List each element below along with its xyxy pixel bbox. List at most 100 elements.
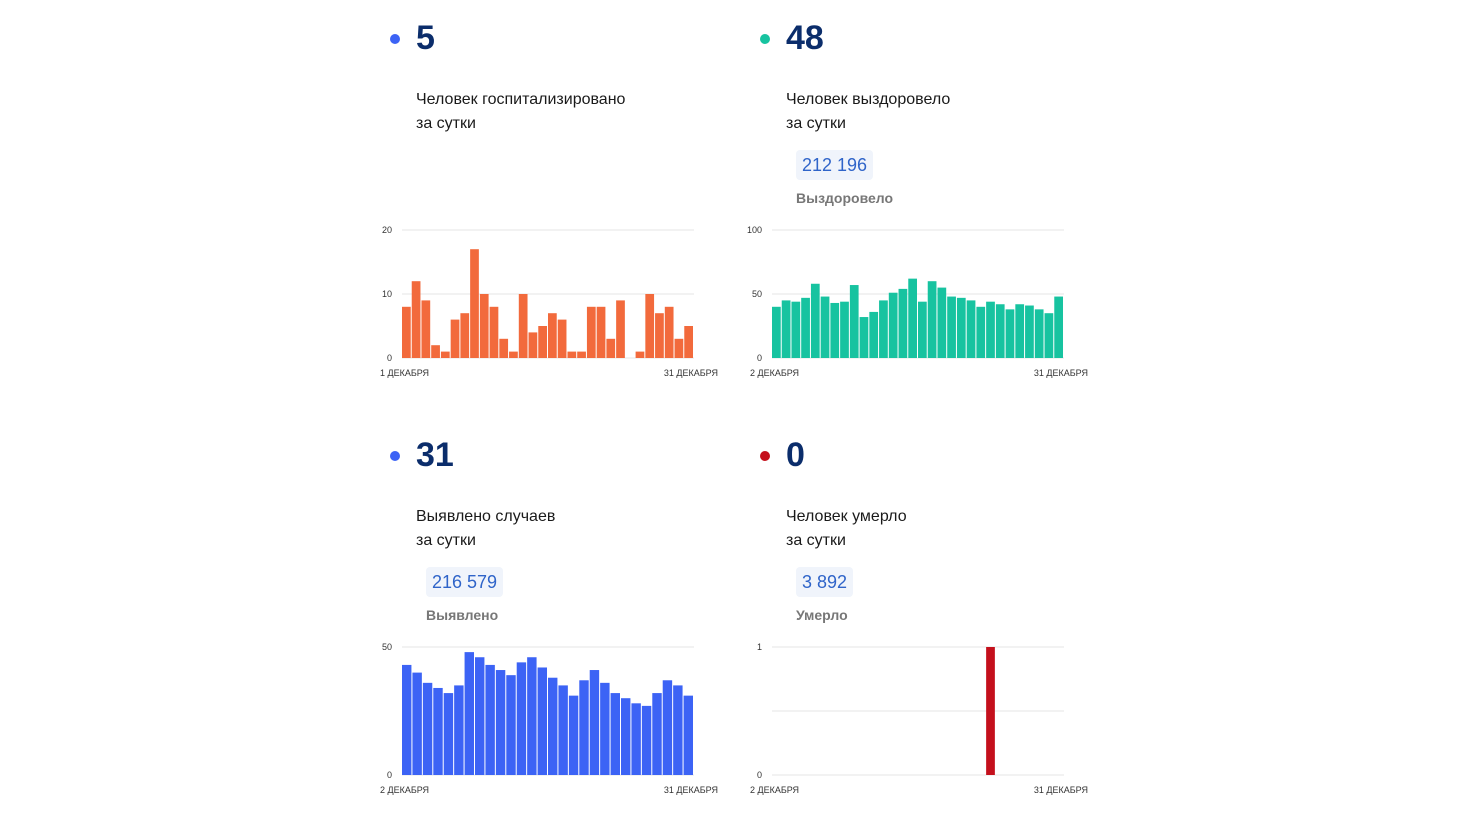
bar — [621, 698, 631, 775]
hospitalized-label-line2: за сутки — [416, 115, 476, 132]
bar — [684, 326, 693, 358]
bar — [421, 300, 431, 358]
detected-total: 216 579 — [426, 567, 504, 597]
bar — [589, 670, 600, 775]
bar — [527, 657, 537, 775]
bar — [908, 278, 917, 358]
bar — [596, 306, 606, 358]
hospitalized-chart: 0 10 20 1 ДЕКАБРЯ 31 ДЕКАБРЯ — [380, 225, 718, 378]
x-end-label: 31 ДЕКАБРЯ — [664, 368, 718, 378]
bar — [810, 283, 820, 358]
bar — [927, 281, 937, 358]
bar — [548, 313, 557, 358]
bar — [898, 288, 908, 358]
bar — [1044, 313, 1054, 358]
bar — [600, 682, 610, 775]
bar — [631, 703, 641, 775]
bar — [567, 351, 577, 358]
bar — [454, 685, 464, 775]
bar — [641, 705, 652, 775]
bar — [645, 294, 655, 358]
x-end-label: 31 ДЕКАБРЯ — [1034, 368, 1088, 378]
panel-died: 0 Человек умерло за сутки 3 892 Умерло 0… — [750, 435, 1095, 835]
bar — [1034, 309, 1044, 358]
bar — [606, 338, 616, 358]
y-tick-label: 0 — [757, 353, 762, 363]
bar — [772, 306, 781, 358]
recovered-label: Человек выздоровело за сутки — [786, 88, 1086, 136]
bar — [475, 657, 485, 775]
hospitalized-value: 5 — [416, 19, 435, 57]
bar — [791, 301, 801, 358]
bar — [830, 302, 840, 358]
bar — [402, 306, 411, 358]
bar — [1054, 296, 1063, 358]
detected-value: 31 — [416, 436, 454, 474]
y-tick-label: 0 — [387, 770, 392, 780]
bar — [956, 297, 966, 358]
y-tick-label: 0 — [387, 353, 392, 363]
died-label-line1: Человек умерло — [786, 508, 907, 525]
recovered-label-line2: за сутки — [786, 115, 846, 132]
died-label: Человек умерло за сутки — [786, 505, 1086, 553]
bar — [664, 306, 674, 358]
died-chart: 0 1 2 ДЕКАБРЯ 31 ДЕКАБРЯ — [750, 642, 1088, 795]
died-value: 0 — [786, 436, 805, 474]
bar — [460, 313, 470, 358]
bar — [431, 345, 440, 358]
x-start-label: 2 ДЕКАБРЯ — [750, 785, 799, 795]
bar — [820, 296, 830, 358]
detected-label: Выявлено случаев за сутки — [416, 505, 716, 553]
bar — [995, 304, 1005, 358]
bar — [859, 317, 869, 358]
bar — [869, 311, 879, 358]
y-tick-label: 100 — [747, 225, 762, 235]
bar — [986, 647, 995, 775]
y-tick-label: 0 — [757, 770, 762, 780]
bar — [976, 306, 986, 358]
bar — [655, 313, 664, 358]
bar — [579, 680, 589, 775]
y-tick-label: 50 — [382, 642, 392, 652]
bar — [443, 693, 454, 775]
bar — [509, 351, 518, 358]
x-end-label: 31 ДЕКАБРЯ — [1034, 785, 1088, 795]
bar — [402, 664, 412, 775]
x-start-label: 1 ДЕКАБРЯ — [380, 368, 429, 378]
bar — [652, 693, 662, 775]
detected-dot — [390, 451, 400, 461]
bar — [568, 695, 579, 775]
bar — [1015, 304, 1025, 358]
x-end-label: 31 ДЕКАБРЯ — [664, 785, 718, 795]
bar — [433, 687, 443, 775]
bar — [516, 662, 527, 775]
detected-label-line2: за сутки — [416, 532, 476, 549]
bar — [674, 338, 684, 358]
detected-chart: 0 50 2 ДЕКАБРЯ 31 ДЕКАБРЯ — [380, 642, 718, 795]
died-total: 3 892 — [796, 567, 854, 597]
bar — [888, 292, 898, 358]
recovered-total: 212 196 — [796, 150, 874, 180]
bar — [801, 297, 810, 358]
y-tick-label: 50 — [752, 289, 762, 299]
bar — [966, 300, 976, 358]
bar — [485, 664, 495, 775]
bar — [577, 351, 586, 358]
bar — [781, 300, 791, 358]
panel-recovered: 48 Человек выздоровело за сутки 212 196 … — [747, 18, 1095, 418]
bar — [538, 326, 547, 358]
hospitalized-dot — [390, 34, 400, 44]
x-start-label: 2 ДЕКАБРЯ — [750, 368, 799, 378]
bar — [610, 693, 620, 775]
panel-hospitalized: 5 Человек госпитализировано за сутки 0 10… — [380, 18, 725, 418]
bar — [479, 294, 489, 358]
died-label-line2: за сутки — [786, 532, 846, 549]
bar — [506, 675, 516, 775]
bar — [937, 287, 947, 358]
bar — [662, 680, 673, 775]
bar — [440, 351, 450, 358]
bar — [495, 670, 506, 775]
bar — [489, 306, 499, 358]
bar — [558, 685, 568, 775]
bar — [673, 685, 683, 775]
